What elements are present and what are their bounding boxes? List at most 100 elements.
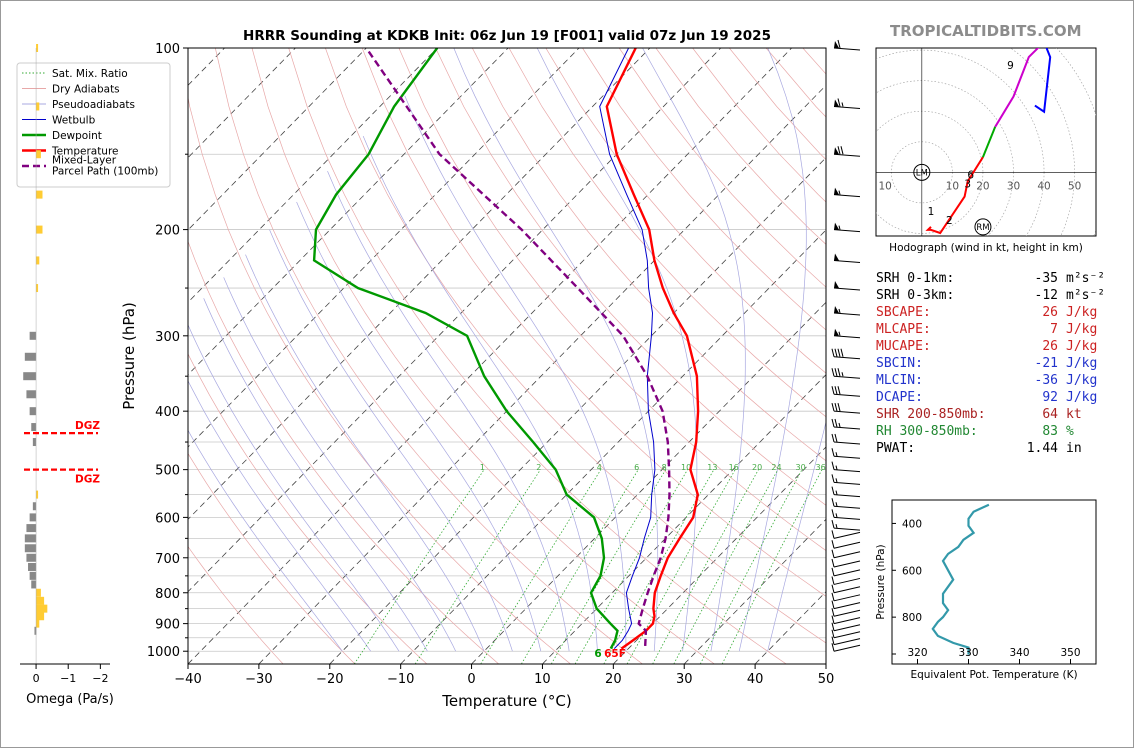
barb-staff bbox=[833, 527, 861, 531]
omega-xlabel: Omega (Pa/s) bbox=[26, 692, 114, 707]
thetae-y-tick-label: 800 bbox=[902, 612, 922, 624]
mixing-ratio-label: 10 bbox=[681, 463, 691, 472]
wind-barb bbox=[831, 509, 861, 520]
stat-value: 92 bbox=[1042, 390, 1058, 405]
wind-barb bbox=[833, 253, 861, 263]
mixing-ratio-label: 30 bbox=[796, 463, 806, 472]
wind-barb bbox=[831, 403, 861, 414]
barb-full bbox=[831, 549, 835, 558]
hodograph-plot-area bbox=[875, 47, 1097, 237]
barb-pennant bbox=[834, 306, 839, 314]
omega-bar bbox=[36, 284, 39, 293]
barb-staff bbox=[833, 541, 861, 549]
wind-barb bbox=[831, 629, 861, 639]
barb-staff bbox=[833, 469, 861, 473]
dry-adiabat bbox=[471, 48, 826, 462]
barb-full bbox=[831, 498, 835, 507]
dry-adiabat bbox=[435, 48, 826, 506]
hodo-ring-label: 40 bbox=[1037, 180, 1050, 192]
wind-barb bbox=[831, 448, 861, 459]
y-tick-label: 200 bbox=[155, 224, 180, 239]
barb-staff bbox=[833, 609, 861, 617]
wind-barb bbox=[831, 576, 861, 585]
barb-half bbox=[838, 331, 841, 336]
thetae-y-tick-label: 600 bbox=[902, 565, 922, 577]
stat-row: MLCAPE: 7 J/kg bbox=[876, 321, 1126, 338]
omega-bar bbox=[26, 524, 37, 533]
mixing-ratio-line bbox=[673, 469, 779, 664]
omega-bar bbox=[29, 571, 37, 580]
barb-staff bbox=[833, 631, 861, 639]
surface-dewpoint-label: 6 bbox=[594, 648, 601, 660]
profile-dewpoint bbox=[312, 48, 619, 650]
wind-barb bbox=[831, 486, 861, 498]
dry-adiabat bbox=[188, 353, 428, 664]
barb-half bbox=[835, 490, 838, 495]
moist-adiabat bbox=[767, 420, 826, 652]
barb-full bbox=[837, 348, 841, 357]
omega-bar bbox=[23, 372, 37, 381]
mixing-ratio-line bbox=[603, 469, 715, 664]
barb-staff bbox=[833, 531, 861, 539]
wind-barb bbox=[831, 558, 861, 568]
hodograph-labels: 10 10 20 30 40 50 12 36 9 LM RM bbox=[878, 60, 1081, 236]
hodo-height-label: 1 bbox=[928, 206, 935, 218]
stat-label: MLCIN: bbox=[876, 373, 923, 388]
omega-bar bbox=[26, 553, 37, 562]
x-tick-label: 10 bbox=[534, 672, 551, 687]
wind-barb bbox=[831, 643, 861, 652]
legend: Sat. Mix. Ratio Dry Adiabats Pseudoadiabat… bbox=[16, 62, 171, 188]
dry-adiabat bbox=[214, 48, 643, 664]
moist-adiabat bbox=[223, 277, 457, 652]
hodo-marker bbox=[974, 218, 992, 236]
stat-row: MUCAPE: 26 J/kg bbox=[876, 338, 1126, 355]
barb-full bbox=[831, 608, 835, 617]
barb-full bbox=[831, 600, 835, 609]
omega-bar bbox=[36, 256, 40, 265]
moist-adiabat bbox=[188, 429, 343, 652]
mixing-ratio-line bbox=[626, 469, 736, 664]
x-tick-label: 50 bbox=[818, 672, 835, 687]
barb-full bbox=[834, 433, 838, 443]
stat-unit: kt bbox=[1066, 407, 1082, 422]
barb-staff bbox=[833, 516, 861, 520]
barb-full bbox=[831, 448, 835, 457]
stat-value: 26 bbox=[1042, 305, 1058, 320]
x-tick-label: −30 bbox=[245, 672, 272, 687]
barb-half bbox=[838, 308, 841, 314]
stat-unit: J/kg bbox=[1066, 390, 1098, 405]
barb-pennant bbox=[834, 187, 839, 195]
mixing-ratio-line bbox=[699, 469, 803, 664]
stat-unit: J/kg bbox=[1066, 356, 1098, 371]
stat-unit: J/kg bbox=[1066, 339, 1098, 354]
thetae-xlabel: Equivalent Pot. Temperature (K) bbox=[910, 669, 1077, 681]
omega-bar bbox=[24, 534, 37, 543]
profile-temperature bbox=[605, 48, 700, 650]
stat-row: SRH 0-1km: -35 m²s⁻² bbox=[876, 270, 1126, 287]
stat-label: DCAPE: bbox=[876, 390, 923, 405]
barb-full bbox=[831, 576, 835, 585]
wind-barb bbox=[831, 608, 861, 617]
barb-staff bbox=[833, 229, 861, 233]
barb-staff bbox=[833, 455, 861, 459]
stat-row: SBCAPE: 26 J/kg bbox=[876, 304, 1126, 321]
wind-barb bbox=[833, 281, 861, 291]
stat-label: MLCAPE: bbox=[876, 322, 931, 337]
thetae-y-tick-label: 400 bbox=[902, 518, 922, 530]
stat-value: -36 bbox=[1034, 373, 1058, 388]
barb-staff bbox=[833, 494, 861, 498]
skewt-xlabel: Temperature (°C) bbox=[441, 692, 571, 710]
isotherm-line bbox=[329, 157, 826, 664]
y-tick-label: 100 bbox=[155, 42, 180, 57]
mixing-ratio-label: 1 bbox=[480, 463, 485, 472]
omega-bar bbox=[31, 423, 37, 432]
thetae-ylabel: Pressure (hPa) bbox=[875, 544, 887, 619]
barb-staff bbox=[833, 287, 861, 291]
wind-barb bbox=[831, 615, 861, 625]
barb-full bbox=[837, 98, 841, 107]
barb-half bbox=[841, 102, 844, 107]
y-tick-label: 1000 bbox=[147, 645, 180, 660]
barb-full bbox=[831, 348, 835, 357]
mixing-ratio-label: 6 bbox=[634, 463, 639, 472]
x-tick-label: 40 bbox=[747, 672, 764, 687]
